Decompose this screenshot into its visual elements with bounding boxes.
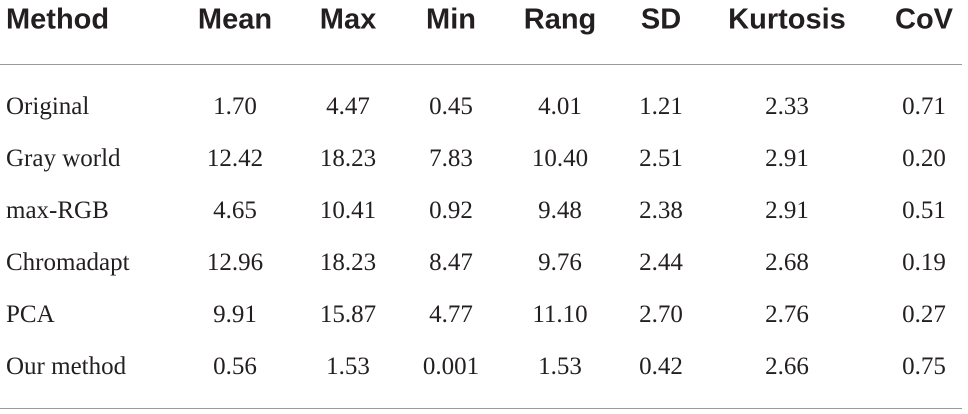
table-cell: 15.87	[319, 301, 377, 328]
table-cell: 12.42	[206, 145, 264, 172]
table-cell: 11.10	[532, 301, 588, 328]
column-header: Rang	[523, 3, 597, 36]
table-cell: 2.66	[765, 353, 809, 380]
table-cell: 12.96	[206, 249, 264, 276]
table-cell: 2.91	[765, 197, 809, 224]
table-cell: 10.41	[319, 197, 377, 224]
column-header: Min	[426, 3, 476, 36]
table-cell: 0.71	[902, 93, 946, 120]
table-cell: 2.38	[639, 197, 683, 224]
table-cell: 4.77	[429, 301, 473, 328]
table-cell: 4.01	[538, 93, 582, 120]
table-cell: 9.91	[213, 301, 257, 328]
row-label: Original	[6, 93, 90, 120]
table-cell: 2.68	[765, 249, 809, 276]
table-cell: 7.83	[429, 145, 473, 172]
table-cell: 8.47	[429, 249, 473, 276]
row-label: PCA	[6, 301, 55, 328]
column-header: Mean	[197, 3, 273, 36]
table-cell: 4.65	[213, 197, 257, 224]
row-label: Our method	[6, 353, 127, 380]
table-cell: 1.53	[538, 353, 582, 380]
table-cell: 2.76	[765, 301, 809, 328]
table-cell: 18.23	[319, 145, 377, 172]
table-cell: 2.33	[765, 93, 809, 120]
table-cell: 10.40	[531, 145, 589, 172]
table-cell: 1.53	[326, 353, 370, 380]
row-label: Chromadapt	[6, 249, 130, 276]
table-cell: 1.70	[213, 93, 257, 120]
table-cell: 18.23	[319, 249, 377, 276]
table-cell: 9.76	[538, 249, 582, 276]
table-cell: 0.51	[902, 197, 946, 224]
table-cell: 2.51	[639, 145, 683, 172]
table-cell: 0.001	[422, 353, 480, 380]
table-cell: 0.92	[429, 197, 473, 224]
column-header: SD	[640, 3, 682, 36]
column-header: CoV	[895, 3, 953, 36]
bottom-rule	[0, 408, 962, 409]
table-cell: 0.56	[213, 353, 257, 380]
table-cell: 9.48	[538, 197, 582, 224]
row-label: Gray world	[6, 145, 121, 172]
column-header: Kurtosis	[728, 3, 846, 36]
table-cell: 1.21	[639, 93, 683, 120]
table-cell: 2.44	[639, 249, 683, 276]
table-cell: 0.42	[639, 353, 683, 380]
column-header: Method	[6, 3, 110, 36]
table-cell: 0.27	[902, 301, 946, 328]
column-header: Max	[319, 3, 377, 36]
table-cell: 2.70	[639, 301, 683, 328]
table-cell: 0.75	[902, 353, 946, 380]
table-cell: 4.47	[326, 93, 370, 120]
row-label: max-RGB	[6, 197, 109, 224]
table-cell: 0.45	[429, 93, 473, 120]
table-cell: 2.91	[765, 145, 809, 172]
table-cell: 0.19	[902, 249, 946, 276]
table-cell: 0.20	[902, 145, 946, 172]
header-rule	[0, 64, 962, 65]
